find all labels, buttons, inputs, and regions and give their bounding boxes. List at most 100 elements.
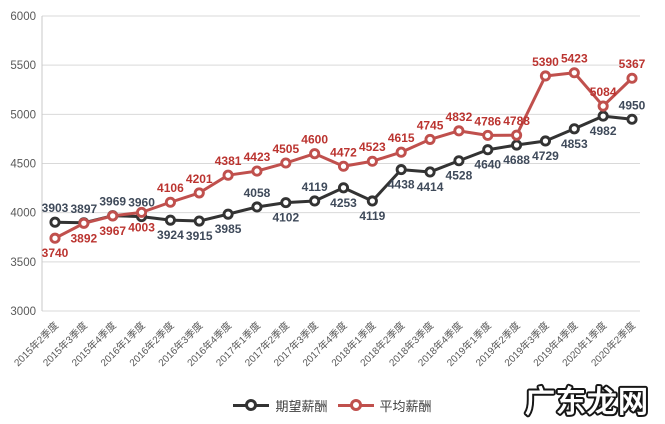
data-label: 3924: [157, 228, 184, 242]
watermark-logo: 广东龙网: [523, 383, 650, 421]
data-point-marker: [337, 160, 350, 172]
data-label: 4640: [474, 158, 501, 172]
data-point-marker: [337, 182, 350, 194]
data-point-marker: [568, 123, 580, 135]
data-point-marker: [309, 148, 321, 160]
legend-marker-average-salary-icon: [337, 398, 374, 412]
data-label: 4472: [330, 145, 357, 159]
data-label: 4688: [503, 153, 530, 167]
legend-item-average-salary: 平均薪酬: [337, 396, 432, 415]
data-label: 4438: [388, 178, 415, 192]
data-point-marker: [626, 72, 638, 84]
salary-trend-chart: 30003500400045005000550060002015年2季度2015…: [10, 11, 646, 369]
y-axis-tick-label: 4500: [10, 159, 36, 171]
data-point-marker: [539, 135, 552, 147]
y-axis-tick-label: 6000: [10, 11, 36, 23]
data-label: 4832: [446, 110, 473, 124]
data-point-marker: [49, 216, 61, 228]
data-label: 4253: [330, 196, 357, 210]
data-label: 3740: [42, 246, 69, 260]
data-point-marker: [453, 155, 465, 167]
data-point-marker: [135, 206, 148, 218]
data-point-marker: [280, 197, 292, 209]
data-label: 3960: [128, 196, 155, 210]
data-label: 4788: [503, 114, 530, 128]
data-label: 4982: [590, 124, 617, 138]
data-label: 4423: [244, 150, 271, 164]
data-point-marker: [424, 133, 436, 145]
data-point-marker: [49, 232, 61, 244]
legend-label-average-salary: 平均薪酬: [379, 398, 432, 414]
data-label: 4058: [244, 186, 271, 200]
data-label: 3892: [70, 231, 97, 245]
data-point-marker: [309, 195, 321, 207]
legend-marker-expected-salary-icon: [233, 398, 270, 412]
data-point-marker: [193, 215, 205, 227]
data-point-marker: [482, 144, 494, 156]
y-axis-tick-label: 3500: [10, 257, 36, 269]
data-label: 4119: [302, 180, 328, 194]
data-label: 4003: [128, 220, 155, 234]
data-point-marker: [424, 166, 436, 178]
y-axis-tick-label: 5000: [10, 109, 36, 121]
data-label: 4119: [359, 209, 385, 223]
y-axis-tick-label: 5500: [10, 60, 36, 72]
y-axis-tick-label: 4000: [10, 208, 36, 220]
data-label: 4615: [388, 131, 415, 145]
data-point-marker: [366, 195, 378, 207]
legend-dot-average: [349, 399, 362, 411]
data-point-marker: [539, 70, 552, 82]
legend-item-expected-salary: 期望薪酬: [233, 396, 328, 415]
data-label: 3903: [42, 201, 69, 215]
data-point-marker: [568, 67, 580, 79]
data-label: 5423: [561, 52, 588, 66]
legend-dot-expected: [245, 399, 258, 411]
data-point-marker: [453, 125, 465, 137]
legend-label-expected-salary: 期望薪酬: [275, 398, 328, 414]
data-point-marker: [395, 164, 407, 176]
data-point-marker: [511, 129, 523, 141]
data-label: 4853: [561, 137, 588, 151]
data-point-marker: [597, 110, 609, 122]
data-point-marker: [366, 155, 378, 167]
data-point-marker: [251, 201, 263, 213]
data-point-marker: [597, 100, 609, 112]
data-point-marker: [482, 129, 494, 141]
data-label: 5367: [619, 57, 646, 71]
data-label: 4414: [417, 180, 444, 194]
data-label: 4523: [359, 140, 386, 154]
data-point-marker: [222, 208, 234, 220]
data-label: 4381: [215, 154, 242, 168]
data-point-marker: [251, 165, 263, 177]
data-label: 4745: [417, 118, 444, 132]
data-label: 4505: [272, 142, 299, 156]
data-point-marker: [626, 113, 638, 125]
data-point-marker: [164, 214, 176, 226]
chart-legend: 期望薪酬 平均薪酬: [0, 395, 665, 415]
data-point-marker: [107, 210, 119, 222]
data-label: 3967: [99, 224, 126, 238]
data-label: 5084: [590, 85, 617, 99]
data-point-marker: [280, 157, 292, 169]
watermark-text: 广东龙网: [525, 385, 649, 419]
data-label: 3985: [215, 222, 242, 236]
data-point-marker: [222, 169, 234, 181]
data-label: 4106: [157, 181, 184, 195]
data-point-marker: [511, 139, 523, 151]
data-label: 4528: [446, 169, 473, 183]
data-label: 3969: [99, 195, 126, 209]
data-label: 4729: [532, 149, 559, 163]
data-point-marker: [193, 187, 205, 199]
data-label: 4201: [186, 172, 213, 186]
data-label: 3897: [70, 202, 97, 216]
y-axis-tick-label: 3000: [10, 306, 36, 318]
data-point-marker: [78, 217, 90, 229]
data-label: 3915: [186, 229, 213, 243]
data-label: 4950: [619, 98, 646, 112]
data-label: 5390: [532, 55, 559, 69]
data-label: 4786: [474, 114, 501, 128]
data-label: 4102: [272, 211, 299, 225]
data-label: 4600: [301, 133, 328, 147]
data-point-marker: [164, 196, 176, 208]
